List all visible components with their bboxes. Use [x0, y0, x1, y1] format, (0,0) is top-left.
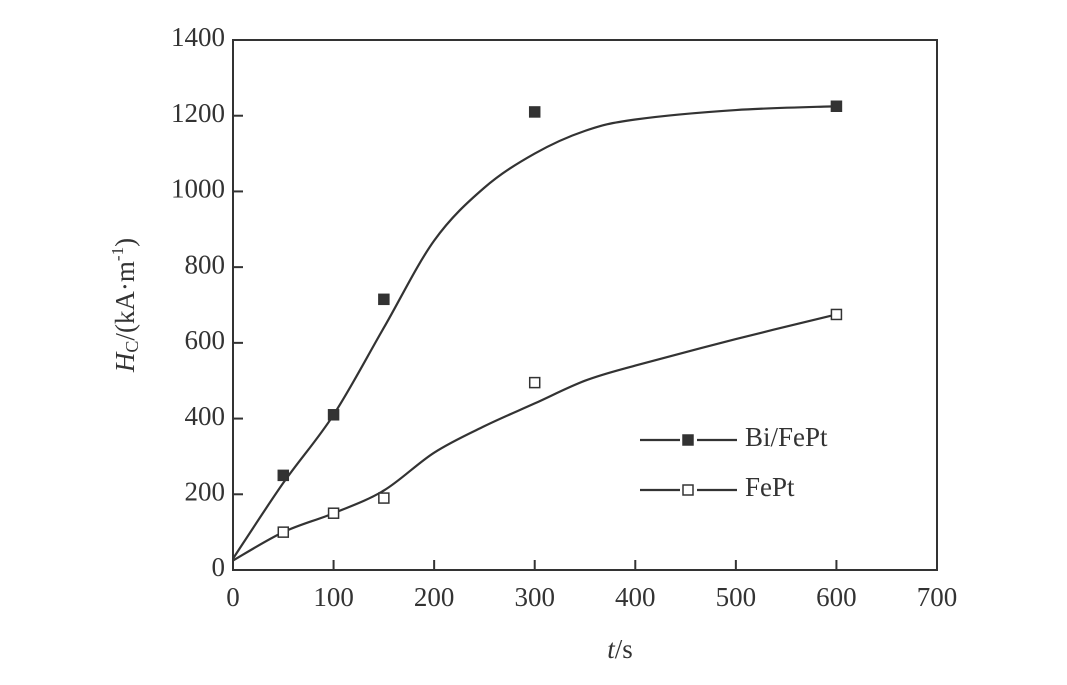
x-tick-label: 600	[816, 582, 857, 612]
y-tick-label: 800	[185, 249, 226, 279]
y-tick-label: 1000	[171, 174, 225, 204]
data-point	[528, 376, 541, 389]
y-subscript: C	[122, 341, 142, 353]
data-point	[327, 507, 340, 519]
x-tick-label: 200	[414, 582, 455, 612]
x-tick-label: 300	[514, 582, 555, 612]
x-tick-label: 500	[716, 582, 757, 612]
data-point	[378, 492, 390, 504]
legend-marker	[682, 434, 694, 446]
fit-curve	[232, 105, 837, 560]
y-tick-label: 1400	[171, 22, 225, 52]
y-tick-label: 600	[185, 325, 226, 355]
data-point	[277, 469, 290, 482]
legend-label: Bi/FePt	[745, 422, 828, 452]
y-unit: /(kA·m	[110, 261, 140, 340]
y-tick-label: 1200	[171, 98, 225, 128]
legend-marker	[682, 484, 694, 496]
x-tick-label: 400	[615, 582, 656, 612]
y-axis-label: HC/(kA·m-1)	[108, 238, 142, 373]
y-exponent: -1	[108, 247, 127, 261]
y-close: )	[110, 238, 140, 247]
fit-curve	[232, 313, 837, 562]
x-unit: /s	[615, 634, 633, 664]
data-point	[378, 293, 390, 306]
plot-frame	[232, 39, 938, 571]
legend-label: FePt	[745, 472, 795, 502]
x-tick-label: 700	[917, 582, 958, 612]
data-point	[830, 100, 843, 112]
data-point	[327, 409, 340, 421]
y-tick-label: 0	[212, 552, 226, 582]
data-point	[277, 526, 290, 538]
x-symbol: t	[607, 634, 616, 664]
data-point	[830, 308, 843, 321]
y-symbol: H	[110, 351, 140, 373]
x-tick-label: 0	[226, 582, 240, 612]
data-point	[528, 106, 541, 118]
x-axis-label: t/s	[607, 634, 633, 664]
y-tick-label: 200	[185, 476, 226, 506]
x-tick-label: 100	[313, 582, 354, 612]
y-tick-label: 400	[185, 401, 226, 431]
